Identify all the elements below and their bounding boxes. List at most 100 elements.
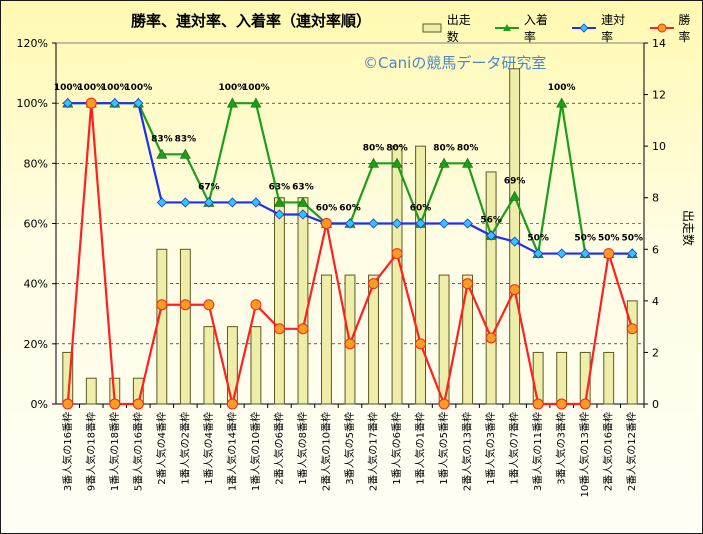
y-tick-label-right: 0 (652, 398, 659, 411)
in3-marker (250, 97, 262, 108)
y-tick-label-right: 2 (652, 346, 659, 359)
rentai-marker (133, 98, 144, 109)
rentai-marker (274, 209, 285, 220)
win-marker (391, 248, 403, 260)
bar (274, 197, 285, 405)
data-label: 100% (101, 83, 129, 93)
data-label: 83% (175, 134, 197, 144)
data-label: 80% (457, 143, 479, 153)
win-marker (203, 299, 215, 311)
y-tick-label-right: 6 (652, 243, 659, 256)
bar (556, 351, 568, 405)
bar (250, 326, 262, 405)
win-marker (320, 218, 332, 229)
x-tick-label: 3番人気の11番枠 (531, 412, 544, 491)
bar (603, 351, 615, 405)
y-tick-label-left: 60% (24, 218, 48, 231)
in3-marker (226, 97, 238, 108)
data-label: 69% (504, 176, 526, 186)
x-tick-label: 3番人気の16番枠 (61, 412, 74, 491)
win-marker (368, 278, 380, 290)
win-marker (273, 323, 285, 335)
y-tick-label-right: 14 (652, 37, 666, 50)
legend-item-rentai: 連対率 (571, 11, 636, 45)
y-tick-label-left: 40% (24, 278, 48, 291)
bar (415, 145, 426, 405)
rentai-marker (203, 197, 214, 208)
bar (509, 68, 521, 405)
in3-marker (438, 157, 450, 168)
x-tick-label: 2番人気の12番枠 (625, 412, 638, 491)
data-label: 100% (218, 83, 246, 93)
bar (156, 248, 168, 405)
x-tick-label: 2番人気の4番枠 (155, 412, 168, 485)
data-label: 63% (269, 182, 291, 192)
x-tick-label: 1番人気の3番枠 (484, 412, 497, 485)
x-tick-label: 1番人気の4番枠 (202, 412, 215, 485)
in3-marker (509, 190, 521, 201)
win-marker (156, 299, 168, 311)
data-label: 100% (54, 83, 82, 93)
bar (321, 274, 332, 405)
win-marker (438, 398, 450, 410)
data-label: 60% (339, 204, 361, 214)
win-marker (579, 398, 591, 410)
data-label: 50% (621, 234, 643, 244)
data-label: 100% (124, 83, 152, 93)
y-tick-label-left: 80% (24, 157, 48, 170)
data-label: 60% (410, 204, 432, 214)
data-label: 50% (574, 234, 596, 244)
rentai-marker (580, 248, 591, 259)
rentai-marker (391, 218, 403, 229)
rentai-marker (156, 197, 167, 208)
data-label: 100% (242, 83, 270, 93)
rentai-marker (533, 248, 544, 259)
win-marker (415, 338, 427, 350)
in3-marker (556, 97, 568, 108)
rentai-marker (439, 218, 450, 229)
data-label: 60% (316, 204, 338, 214)
in3-marker (179, 148, 191, 159)
data-label: 100% (548, 83, 576, 93)
x-tick-label: 1番人気の1番枠 (414, 412, 427, 485)
rentai-marker (180, 197, 191, 208)
win-marker (603, 248, 615, 260)
win-marker (85, 97, 97, 109)
win-marker (626, 323, 638, 335)
x-tick-label: 1番人気の18番枠 (108, 412, 121, 491)
bar (532, 351, 544, 405)
rentai-marker (109, 98, 120, 109)
rentai-marker (627, 248, 638, 259)
data-label: 100% (77, 83, 105, 93)
bar (297, 197, 309, 405)
y-tick-label-left: 100% (17, 97, 48, 110)
x-tick-label: 5番人気の16番枠 (131, 412, 144, 491)
win-marker (556, 398, 568, 410)
win-marker (509, 284, 521, 296)
data-label: 80% (433, 143, 455, 153)
data-label: 83% (151, 134, 173, 144)
legend-item-in3: 入着率 (494, 11, 559, 45)
win-marker (132, 398, 144, 410)
bar (485, 171, 497, 405)
rentai-marker (462, 218, 473, 229)
rentai-marker (415, 218, 426, 229)
in3-marker (462, 157, 474, 168)
bar (626, 300, 638, 405)
y-tick-label-right: 8 (652, 192, 659, 205)
y-tick-label-left: 0% (31, 398, 48, 411)
data-label: 80% (363, 143, 385, 153)
in3-marker (156, 148, 168, 159)
data-label: 56% (480, 216, 502, 226)
win-marker (179, 299, 191, 311)
y-tick-label-right: 4 (652, 295, 659, 308)
legend-label-in3: 入着率 (523, 13, 548, 44)
x-tick-label: 1番人気の5番枠 (437, 412, 450, 485)
x-tick-label: 2番人気の13番枠 (461, 412, 474, 491)
rentai-marker (344, 218, 356, 229)
y-tick-label-left: 120% (17, 37, 48, 50)
win-marker (109, 398, 121, 410)
win-marker (62, 398, 74, 410)
rentai-marker (227, 197, 238, 208)
